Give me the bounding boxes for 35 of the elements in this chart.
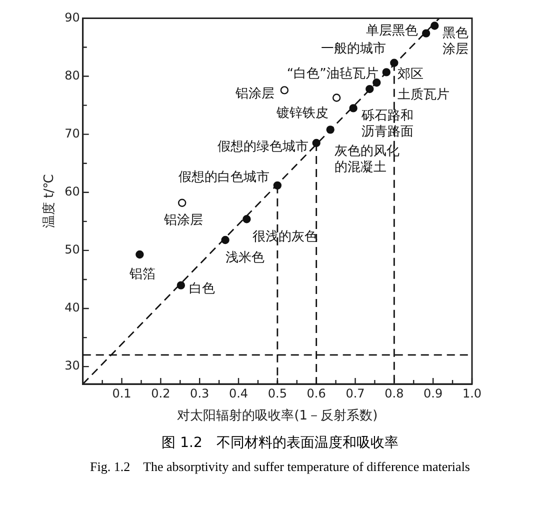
x-tick-label: 1.0: [462, 386, 482, 400]
x-axis-title: 对太阳辐射的吸收率(1－反射系数): [177, 408, 378, 424]
annotation: 铝箔: [128, 266, 156, 282]
annotation: 白色: [188, 282, 215, 297]
caption: Fig. 1.2 The absorptivity and suffer temperature of difference materials: [88, 458, 471, 476]
x-tick-label: 0.5: [268, 386, 287, 400]
y-tick-label: 70: [64, 126, 80, 140]
y-tick-label: 30: [64, 358, 80, 373]
annotation: 假想的绿色城市: [217, 139, 308, 154]
annotation: 铝涂层: [163, 213, 204, 228]
annotation: 单层黑色: [366, 24, 418, 39]
y-axis-title: 温度 t/℃: [41, 174, 58, 228]
annotation: 黑色涂层: [442, 26, 469, 58]
annotation: 浅米色: [225, 250, 264, 266]
x-tick-label: 0.8: [384, 386, 404, 400]
annotation: “白色”油毡瓦片: [286, 66, 378, 82]
annotation: 镀锌铁皮: [276, 106, 329, 122]
x-tick-label: 0.6: [306, 386, 326, 400]
x-tick-label: 0.3: [190, 386, 210, 400]
x-tick-label: 0.2: [151, 386, 170, 400]
annotation: 一般的城市: [321, 41, 386, 56]
x-tick-label: 0.9: [424, 386, 443, 400]
y-tick-label: 50: [64, 242, 80, 257]
annotation: 铝涂层: [234, 86, 274, 102]
annotation: 郊区: [398, 67, 424, 82]
x-tick-label: 0.7: [346, 386, 365, 400]
y-tick-label: 40: [64, 300, 80, 315]
caption: 图 1.2 不同材料的表面温度和吸收率: [160, 434, 400, 452]
y-tick-label: 60: [64, 184, 80, 199]
x-tick-label: 0.4: [228, 386, 248, 400]
x-tick-label: 0.1: [112, 386, 132, 400]
annotation: 土质瓦片: [398, 87, 450, 102]
y-tick-label: 90: [64, 10, 80, 24]
y-tick-label: 80: [64, 68, 80, 82]
annotation: 假想的白色城市: [178, 170, 270, 185]
